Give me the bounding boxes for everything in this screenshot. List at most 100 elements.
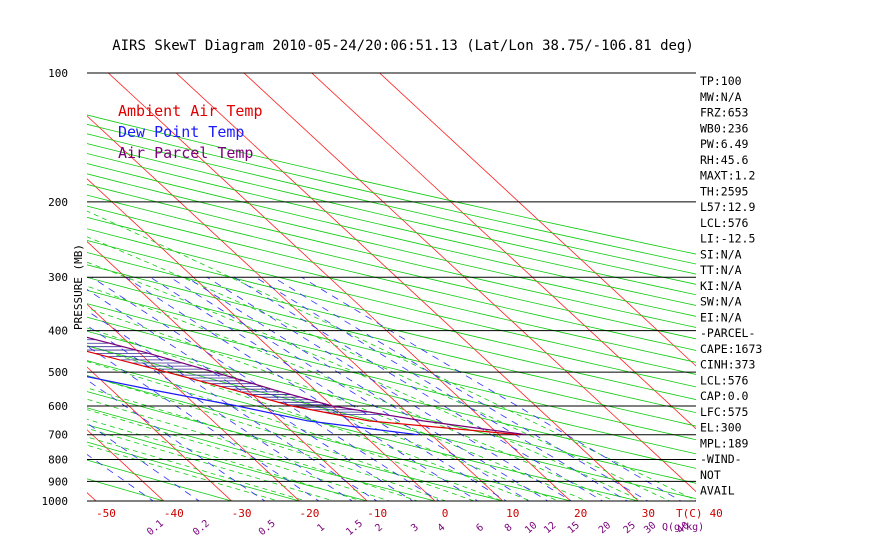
- y-axis-label: PRESSURE (MB): [72, 244, 85, 330]
- dry-adiabat-line: [87, 316, 696, 469]
- mixing-ratio-line: [87, 325, 354, 501]
- isotherm-line: [87, 429, 165, 501]
- index-item: EI:N/A: [700, 310, 742, 324]
- isobar-lines: [87, 72, 696, 502]
- mixing-ratio-line: [125, 276, 479, 501]
- index-item: CAP:0.0: [700, 389, 749, 403]
- dry-adiabat-line: [87, 194, 696, 340]
- mixing-ratio-line: [87, 453, 154, 501]
- bottom-temp-tick-label: -30: [232, 507, 252, 520]
- moist-adiabat-line: [87, 285, 616, 501]
- mixing-ratio-axis-label: Q(g/kg): [662, 522, 704, 533]
- index-item: RH:45.6: [700, 153, 749, 167]
- bottom-temp-tick-label: -10: [367, 507, 387, 520]
- index-item: TT:N/A: [700, 263, 742, 277]
- dry-adiabat-line: [87, 264, 696, 414]
- dry-adiabat-line: [87, 407, 437, 501]
- isotherm-line: [243, 73, 696, 493]
- isotherm-line: [0, 53, 38, 510]
- index-item: SI:N/A: [700, 247, 742, 261]
- isotherm-line: [87, 178, 436, 501]
- index-item: -WIND-: [700, 452, 742, 466]
- mixing-ratio-label: 0.2: [191, 518, 212, 538]
- index-item: TH:2595: [700, 184, 748, 198]
- moist-adiabat-line: [87, 360, 504, 501]
- dry-adiabat-line: [87, 114, 696, 255]
- mixing-ratio-label: 0.5: [257, 518, 278, 538]
- mixing-ratio-line: [233, 276, 604, 501]
- isotherm-line: [175, 73, 639, 501]
- mixing-ratio-label: 3: [409, 522, 421, 534]
- isotherm-line: [87, 241, 368, 501]
- index-item: FRZ:653: [700, 106, 749, 120]
- dry-adiabat-line: [87, 183, 696, 328]
- index-item: -PARCEL-: [700, 326, 755, 340]
- moist-adiabat-line: [87, 418, 363, 501]
- index-item: PW:6.49: [700, 137, 749, 151]
- pressure-tick-label: 100: [48, 67, 68, 80]
- pressure-tick-label: 600: [48, 400, 68, 413]
- dry-adiabat-line: [87, 252, 696, 400]
- mixing-ratio-label: 20: [597, 520, 613, 536]
- mixing-ratio-label: 0.1: [145, 518, 166, 538]
- index-item: TP:100: [700, 74, 742, 88]
- background-lines: [0, 53, 696, 510]
- index-item: KI:N/A: [700, 279, 742, 293]
- index-item: CINH:373: [700, 358, 755, 372]
- index-item: NOT: [700, 468, 721, 482]
- dry-adiabat-line: [87, 330, 696, 484]
- mixing-ratio-label: 8: [503, 522, 515, 534]
- bottom-temp-tick-label: -20: [299, 507, 319, 520]
- dry-adiabat-line: [87, 276, 696, 427]
- cape-hatch-area: [87, 339, 384, 415]
- dry-adiabat-line: [87, 240, 696, 388]
- index-item: SW:N/A: [700, 295, 742, 309]
- mixing-ratio-label: 10: [523, 520, 539, 536]
- mixing-ratio-line: [87, 379, 266, 501]
- mixing-ratio-line: [255, 276, 629, 501]
- mixing-ratio-line: [87, 289, 414, 501]
- moist-adiabat-line: [87, 427, 335, 501]
- index-item: MAXT:1.2: [700, 169, 755, 183]
- pressure-tick-label: 500: [48, 366, 68, 379]
- index-item: LCL:576: [700, 216, 749, 230]
- mixing-ratio-line: [87, 310, 378, 501]
- moist-adiabat-line: [87, 345, 532, 501]
- mixing-ratio-label: 15: [566, 520, 582, 536]
- index-item: LI:-12.5: [700, 232, 755, 246]
- mixing-ratio-line: [150, 276, 508, 501]
- isotherm-line: [87, 366, 233, 501]
- isotherm-line: [87, 115, 504, 501]
- pressure-tick-label: 300: [48, 271, 68, 284]
- index-item: CAPE:1673: [700, 342, 762, 356]
- legend-item: Ambient Air Temp: [118, 102, 263, 120]
- dry-adiabat-line: [87, 478, 166, 501]
- mixing-ratio-label: 1: [315, 522, 327, 534]
- bottom-temp-tick-label: 30: [642, 507, 655, 520]
- index-item: LFC:575: [700, 405, 748, 419]
- moist-adiabat-line: [87, 327, 560, 501]
- x-axis-label: T(C): [676, 507, 703, 520]
- dry-adiabat-line: [87, 391, 505, 501]
- mixing-ratio-label: 2: [373, 522, 385, 534]
- dry-adiabat-line: [87, 360, 641, 501]
- legend: Ambient Air Temp Dew Point Temp Air Parcel…: [118, 102, 263, 162]
- bottom-temp-tick-label: 20: [574, 507, 587, 520]
- index-item: MW:N/A: [700, 90, 742, 104]
- dry-adiabat-line: [87, 133, 696, 275]
- index-item: WB0:236: [700, 121, 749, 135]
- dry-adiabat-line: [87, 173, 696, 317]
- mixing-ratio-line: [186, 276, 549, 501]
- pressure-tick-label: 900: [48, 475, 68, 488]
- dry-adiabat-line: [87, 289, 696, 441]
- moist-adiabat-line: [87, 210, 696, 501]
- bottom-temp-tick-label: 0: [442, 507, 449, 520]
- isotherm-line: [87, 303, 300, 501]
- pressure-tick-label: 400: [48, 325, 68, 338]
- profile-series: [87, 336, 527, 436]
- dry-adiabat-line: [87, 143, 696, 285]
- mixing-ratio-line: [91, 276, 440, 501]
- mixing-ratio-label: 25: [622, 520, 638, 536]
- moist-adiabat-line: [87, 387, 448, 501]
